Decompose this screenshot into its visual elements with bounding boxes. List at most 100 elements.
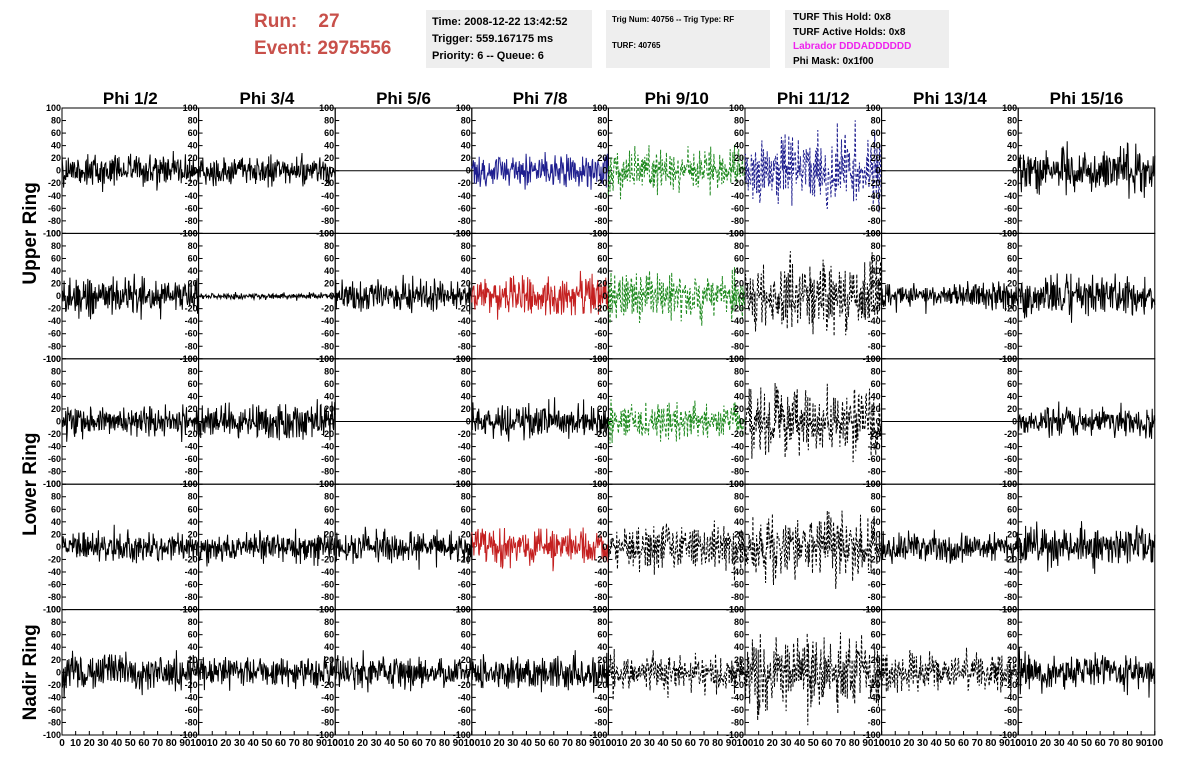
x-tick-label: 100 <box>600 738 617 749</box>
run-row: Run: 27 <box>254 8 391 35</box>
waveform-r2-c4 <box>471 270 609 320</box>
y-tick-label: 20 <box>51 655 61 665</box>
x-tick-label: 20 <box>220 738 232 749</box>
x-tick-label: 10 <box>207 738 219 749</box>
x-tick-label: 70 <box>152 738 164 749</box>
y-tick-label: -60 <box>731 580 744 590</box>
x-tick-label: 20 <box>630 738 642 749</box>
y-tick-label: -60 <box>594 705 607 715</box>
y-tick-label: -40 <box>594 191 607 201</box>
y-tick-label: 80 <box>51 492 61 502</box>
y-tick-label: 0 <box>329 417 334 427</box>
y-tick-label: -20 <box>185 554 198 564</box>
y-tick-label: -40 <box>458 692 471 702</box>
y-tick-label: 60 <box>871 504 881 514</box>
y-tick-label: 40 <box>734 266 744 276</box>
y-tick-label: 40 <box>1007 141 1017 151</box>
panel-frame <box>744 358 883 485</box>
x-tick-label: 90 <box>862 738 874 749</box>
waveform-r4-c4 <box>471 527 609 572</box>
y-tick-label: -80 <box>321 592 334 602</box>
y-tick-label: -40 <box>458 442 471 452</box>
x-tick-label: 30 <box>917 738 929 749</box>
waveform-r2-c7 <box>881 281 1019 314</box>
x-tick-label: 80 <box>1122 738 1134 749</box>
y-tick-label: -60 <box>48 329 61 339</box>
waveform-r2-c6 <box>744 251 883 337</box>
y-tick-label: 40 <box>188 391 198 401</box>
waveform-r4-c7 <box>881 529 1019 565</box>
run-label: Run: <box>254 11 298 32</box>
y-tick-label: 80 <box>871 366 881 376</box>
y-tick-label: -40 <box>185 692 198 702</box>
y-tick-label: 40 <box>51 141 61 151</box>
y-tick-label: 40 <box>1007 642 1017 652</box>
y-tick-label: 0 <box>876 417 881 427</box>
y-tick-label: 100 <box>592 354 607 364</box>
waveform-r2-c2 <box>198 291 336 302</box>
x-tick-label: 60 <box>548 738 560 749</box>
turf-hold-box: TURF This Hold: 0x8 TURF Active Holds: 0… <box>785 10 949 68</box>
y-tick-label: -80 <box>1004 216 1017 226</box>
column-header-2: Phi 3/4 <box>239 89 294 108</box>
y-tick-label: -20 <box>1004 429 1017 439</box>
y-tick-label: 80 <box>461 617 471 627</box>
y-tick-label: 80 <box>597 366 607 376</box>
y-tick-label: 0 <box>1012 542 1017 552</box>
y-tick-label: 100 <box>729 354 744 364</box>
waveform-r4-c5 <box>607 520 746 581</box>
y-tick-label: -40 <box>48 316 61 326</box>
y-tick-label: 100 <box>456 605 471 615</box>
y-tick-label: 40 <box>324 391 334 401</box>
y-tick-label: -80 <box>321 467 334 477</box>
y-tick-label: 100 <box>1002 228 1017 238</box>
y-tick-label: -40 <box>594 442 607 452</box>
x-tick-label: 90 <box>999 738 1011 749</box>
waveform-r3-c8 <box>1017 401 1156 439</box>
y-tick-label: 60 <box>51 253 61 263</box>
y-tick-label: -80 <box>185 592 198 602</box>
y-tick-label: 80 <box>871 617 881 627</box>
y-tick-label: -60 <box>1004 580 1017 590</box>
x-tick-label: 40 <box>1067 738 1079 749</box>
y-tick-label: -20 <box>48 680 61 690</box>
y-tick-label: -60 <box>731 329 744 339</box>
y-tick-label: 20 <box>871 404 881 414</box>
x-tick-label: 40 <box>657 738 669 749</box>
y-tick-label: 60 <box>461 128 471 138</box>
waveform-r5-c7 <box>881 647 1019 698</box>
y-tick-label: 20 <box>871 153 881 163</box>
y-tick-label: -80 <box>868 341 881 351</box>
labrador-text: Labrador DDDADDDDDD <box>793 41 912 52</box>
y-tick-label: 80 <box>871 241 881 251</box>
y-tick-label: 20 <box>51 153 61 163</box>
waveform-r1-c8 <box>1017 141 1156 199</box>
y-tick-label: 40 <box>734 391 744 401</box>
y-tick-label: -20 <box>185 304 198 314</box>
y-tick-label: -80 <box>594 717 607 727</box>
x-tick-label: 40 <box>111 738 123 749</box>
x-tick-label: 70 <box>835 738 847 749</box>
y-tick-label: 0 <box>466 542 471 552</box>
y-tick-label: -40 <box>594 692 607 702</box>
x-tick-label: 20 <box>903 738 915 749</box>
x-tick-label: 0 <box>59 738 65 749</box>
y-tick-label: 80 <box>461 366 471 376</box>
y-tick-label: 100 <box>183 479 198 489</box>
x-tick-label: 0 <box>469 738 475 749</box>
y-tick-label: -60 <box>48 203 61 213</box>
y-tick-label: -80 <box>458 341 471 351</box>
y-tick-label: -80 <box>321 216 334 226</box>
x-tick-label: 40 <box>931 738 943 749</box>
y-tick-label: -40 <box>48 442 61 452</box>
x-tick-label: 30 <box>371 738 383 749</box>
waveform-r3-c5 <box>607 399 746 444</box>
